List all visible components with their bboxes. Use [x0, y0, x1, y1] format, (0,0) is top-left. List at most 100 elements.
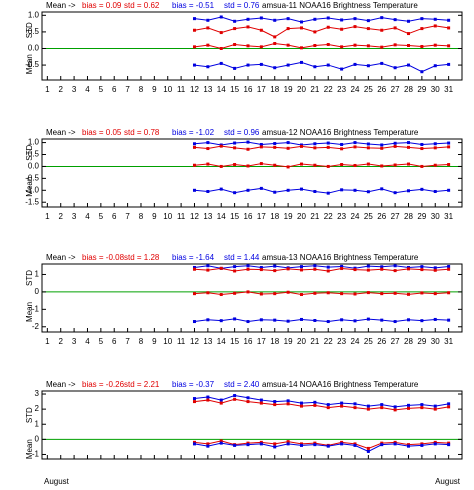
point — [273, 66, 277, 70]
point — [206, 162, 210, 166]
point — [433, 292, 437, 296]
chart-title: amsua-13 NOAA16 Brightness Temperature — [262, 253, 419, 262]
point — [433, 268, 437, 272]
point — [313, 30, 317, 34]
point — [259, 268, 263, 272]
x-tick-label: 4 — [85, 212, 90, 221]
point — [326, 291, 330, 295]
point — [273, 264, 277, 268]
point — [406, 443, 410, 447]
x-tick-label: 5 — [99, 337, 104, 346]
point — [246, 25, 250, 29]
point — [353, 141, 357, 145]
point — [246, 264, 250, 268]
point — [299, 60, 303, 64]
point — [206, 26, 210, 30]
point — [393, 291, 397, 295]
y-tick-label: 3 — [35, 389, 40, 398]
y-tick-label: -1 — [32, 450, 40, 459]
point — [259, 45, 263, 49]
x-tick-label: 15 — [230, 212, 239, 221]
point — [233, 443, 237, 447]
x-tick-label: 6 — [112, 212, 117, 221]
point — [447, 318, 451, 322]
point — [447, 141, 451, 145]
x-tick-label: 4 — [85, 85, 90, 94]
point — [313, 318, 317, 322]
point — [406, 189, 410, 193]
x-tick-label: 10 — [163, 85, 172, 94]
point — [406, 63, 410, 67]
point — [380, 143, 384, 147]
point — [353, 442, 357, 446]
point — [393, 141, 397, 145]
point — [233, 66, 237, 70]
point — [353, 319, 357, 323]
point — [420, 443, 424, 447]
point — [420, 442, 424, 446]
point — [259, 162, 263, 166]
point — [420, 27, 424, 31]
point — [366, 64, 370, 68]
point — [299, 20, 303, 24]
y-tick-label: -1.0 — [25, 185, 39, 194]
series-line — [194, 265, 449, 269]
y-tick-label: 0.0 — [28, 162, 40, 171]
y-tick-label: 0 — [35, 287, 40, 296]
x-tick-label: 7 — [125, 85, 130, 94]
series-line — [194, 398, 449, 411]
point — [206, 65, 210, 69]
point — [433, 404, 437, 408]
point — [246, 320, 250, 324]
point — [447, 62, 451, 66]
point — [192, 400, 196, 404]
point — [340, 292, 344, 296]
point — [206, 189, 210, 193]
point — [286, 43, 290, 47]
x-tick-label: 26 — [377, 85, 386, 94]
x-tick-label: 29 — [417, 212, 426, 221]
point — [340, 27, 344, 31]
point — [219, 15, 223, 19]
point — [326, 43, 330, 47]
point — [340, 163, 344, 167]
point — [326, 269, 330, 273]
point — [313, 400, 317, 404]
point — [406, 444, 410, 448]
point — [286, 440, 290, 444]
point — [246, 267, 250, 271]
point — [340, 442, 344, 446]
point — [366, 449, 370, 453]
point — [206, 291, 210, 295]
point — [192, 267, 196, 271]
x-tick-label: 26 — [377, 212, 386, 221]
point — [273, 400, 277, 404]
point — [433, 442, 437, 446]
y-label: Mean — [25, 302, 34, 322]
point — [219, 398, 223, 402]
point — [233, 141, 237, 145]
series-line — [194, 163, 449, 168]
x-tick-label: 21 — [310, 212, 319, 221]
x-tick-label: 18 — [270, 85, 279, 94]
point — [433, 43, 437, 47]
point — [380, 441, 384, 445]
point — [286, 188, 290, 192]
x-tick-label: 14 — [217, 337, 226, 346]
point — [447, 163, 451, 167]
x-tick-label: 13 — [203, 212, 212, 221]
point — [206, 43, 210, 47]
point — [299, 404, 303, 408]
point — [353, 145, 357, 149]
x-tick-label: 19 — [284, 212, 293, 221]
series-line — [194, 442, 449, 452]
point — [420, 406, 424, 410]
y-tick-label: 1.0 — [28, 138, 40, 147]
point — [286, 402, 290, 406]
x-tick-label: 31 — [444, 85, 453, 94]
x-tick-label: 1 — [45, 337, 50, 346]
point — [366, 146, 370, 150]
point — [206, 141, 210, 145]
point — [433, 64, 437, 68]
